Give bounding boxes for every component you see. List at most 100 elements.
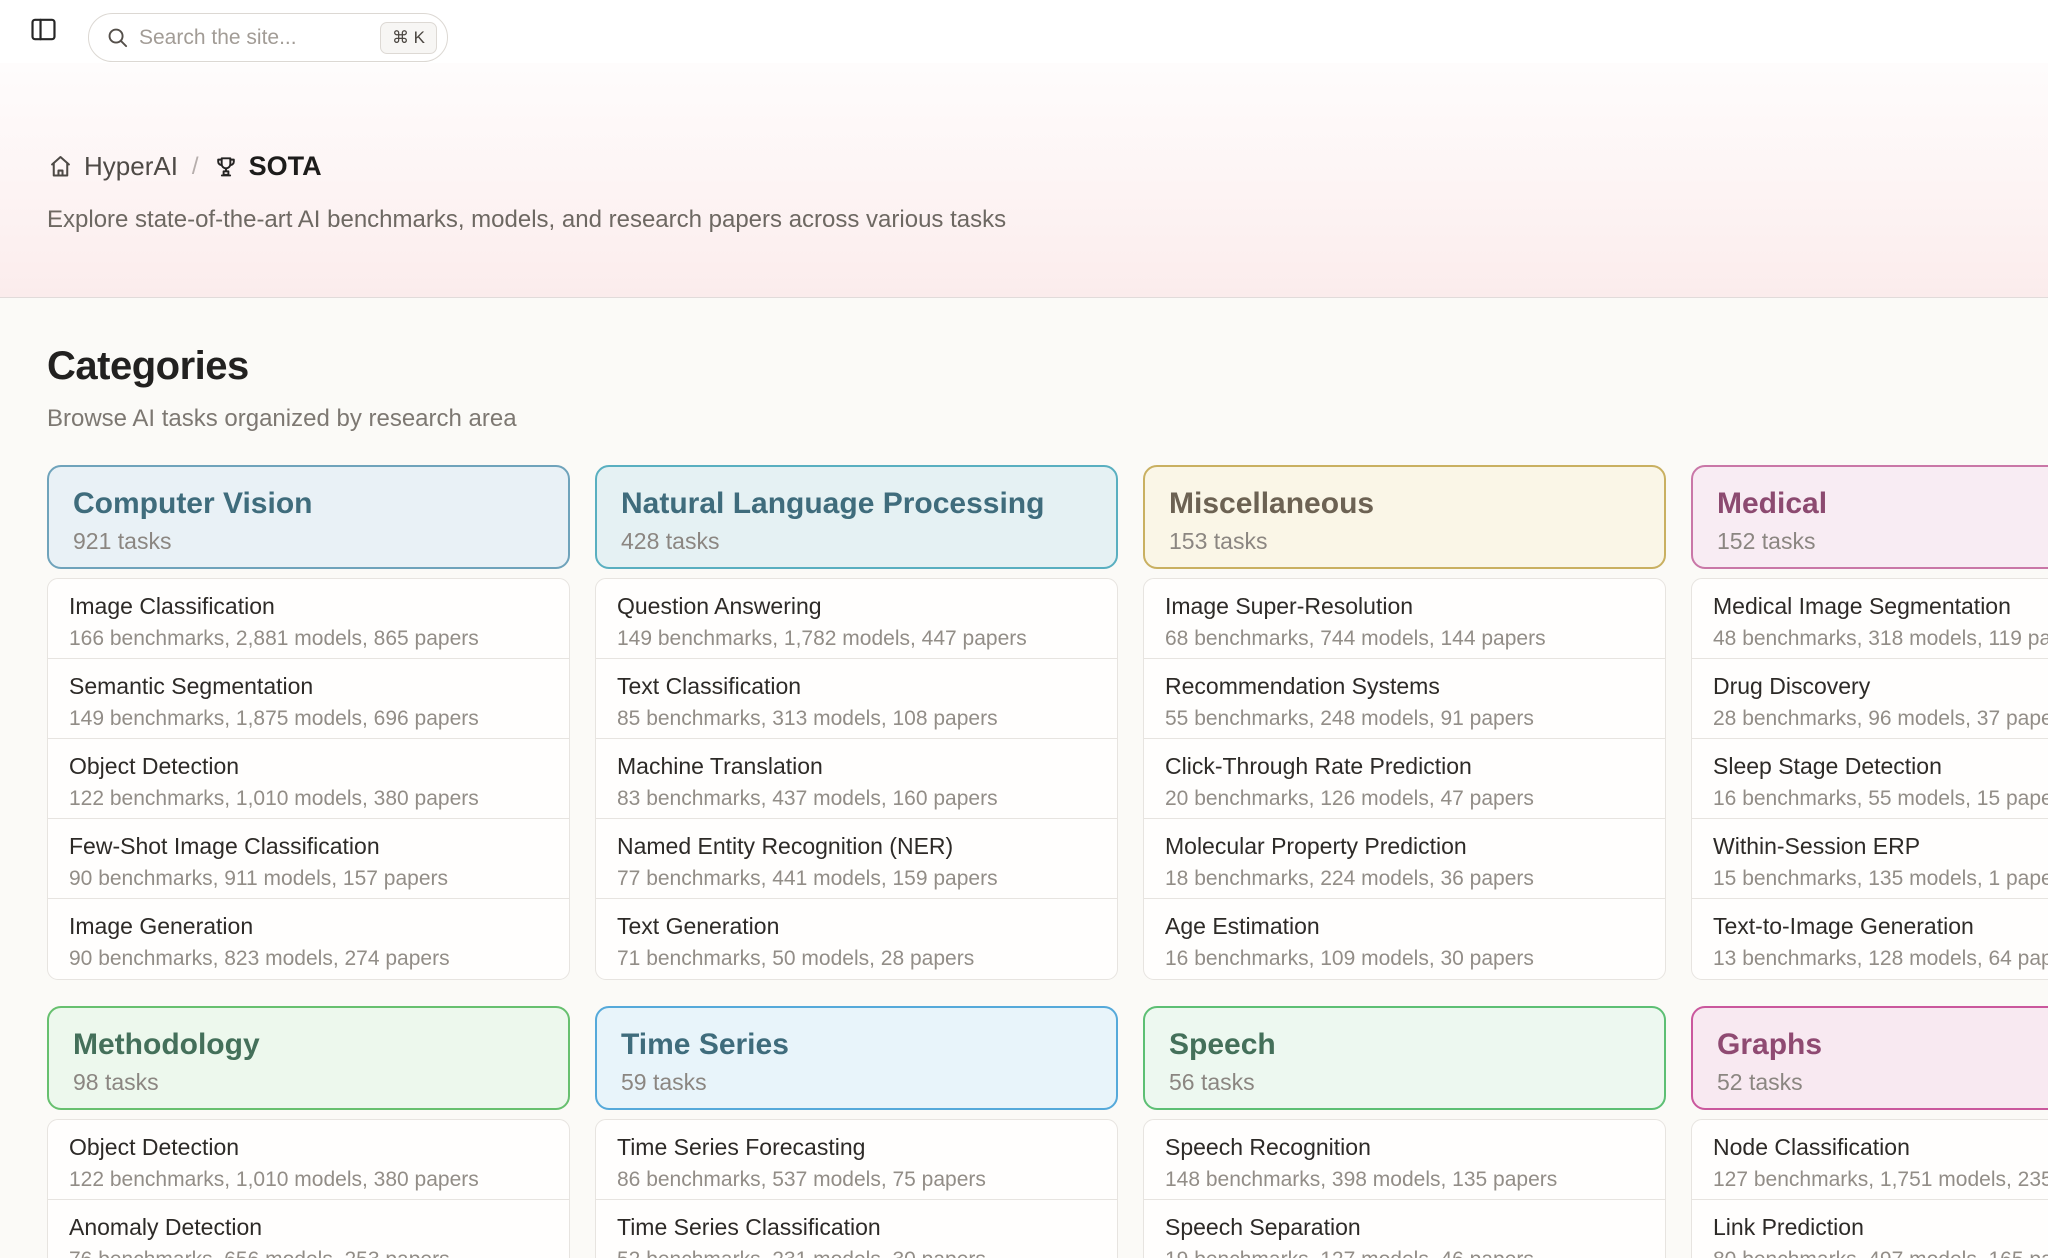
category-task-list: Time Series Forecasting 86 benchmarks, 5… — [595, 1119, 1118, 1258]
task-stats: 71 benchmarks, 50 models, 28 papers — [617, 946, 975, 970]
task-item-text-to-image-generation[interactable]: Text-to-Image Generation 13 benchmarks, … — [1692, 899, 2048, 979]
category-header-methodology[interactable]: Methodology 98 tasks — [47, 1006, 570, 1110]
breadcrumb-current: SOTA — [213, 151, 322, 182]
task-title: Image Super-Resolution — [1165, 593, 1414, 619]
task-item-medical-image-segmentation[interactable]: Medical Image Segmentation 48 benchmarks… — [1692, 579, 2048, 659]
task-item-text-generation[interactable]: Text Generation 71 benchmarks, 50 models… — [596, 899, 1117, 979]
hero-subtitle: Explore state-of-the-art AI benchmarks, … — [47, 206, 1007, 233]
category-title: Time Series — [621, 1028, 789, 1061]
task-item-question-answering[interactable]: Question Answering 149 benchmarks, 1,782… — [596, 579, 1117, 659]
task-title: Text-to-Image Generation — [1713, 913, 1974, 939]
task-item-text-classification[interactable]: Text Classification 85 benchmarks, 313 m… — [596, 659, 1117, 739]
task-stats: 86 benchmarks, 537 models, 75 papers — [617, 1167, 986, 1191]
category-task-count: 428 tasks — [621, 528, 720, 554]
category-header-natural-language-processing[interactable]: Natural Language Processing 428 tasks — [595, 465, 1118, 569]
task-item-few-shot-image-classification[interactable]: Few-Shot Image Classification 90 benchma… — [48, 819, 569, 899]
task-title: Text Generation — [617, 913, 780, 939]
category-title: Medical — [1717, 487, 1828, 520]
task-stats: 15 benchmarks, 135 models, 1 papers — [1713, 866, 2048, 890]
breadcrumb-home-link[interactable]: HyperAI — [47, 151, 178, 182]
category-header-time-series[interactable]: Time Series 59 tasks — [595, 1006, 1118, 1110]
task-item-image-generation[interactable]: Image Generation 90 benchmarks, 823 mode… — [48, 899, 569, 979]
task-item-recommendation-systems[interactable]: Recommendation Systems 55 benchmarks, 24… — [1144, 659, 1665, 739]
search-icon — [106, 26, 129, 49]
task-item-image-super-resolution[interactable]: Image Super-Resolution 68 benchmarks, 74… — [1144, 579, 1665, 659]
task-title: Semantic Segmentation — [69, 673, 314, 699]
task-stats: 149 benchmarks, 1,875 models, 696 papers — [69, 706, 479, 730]
task-item-within-session-erp[interactable]: Within-Session ERP 15 benchmarks, 135 mo… — [1692, 819, 2048, 899]
task-title: Object Detection — [69, 1134, 240, 1160]
category-task-list: Object Detection 122 benchmarks, 1,010 m… — [47, 1119, 570, 1258]
task-title: Image Classification — [69, 593, 275, 619]
task-item-named-entity-recognition-ner[interactable]: Named Entity Recognition (NER) 77 benchm… — [596, 819, 1117, 899]
task-title: Text Classification — [617, 673, 802, 699]
category-task-count: 153 tasks — [1169, 528, 1268, 554]
category-header-medical[interactable]: Medical 152 tasks — [1691, 465, 2048, 569]
task-item-link-prediction[interactable]: Link Prediction 80 benchmarks, 497 model… — [1692, 1200, 2048, 1258]
task-stats: 166 benchmarks, 2,881 models, 865 papers — [69, 626, 479, 650]
task-item-click-through-rate-prediction[interactable]: Click-Through Rate Prediction 20 benchma… — [1144, 739, 1665, 819]
task-stats: 90 benchmarks, 823 models, 274 papers — [69, 946, 450, 970]
task-stats: 77 benchmarks, 441 models, 159 papers — [617, 866, 998, 890]
category-task-count: 52 tasks — [1717, 1069, 1803, 1095]
task-title: Machine Translation — [617, 753, 823, 779]
category-task-count: 921 tasks — [73, 528, 172, 554]
task-item-object-detection[interactable]: Object Detection 122 benchmarks, 1,010 m… — [48, 1120, 569, 1200]
breadcrumb-current-label: SOTA — [248, 151, 322, 181]
site-search[interactable]: ⌘ K — [88, 13, 448, 62]
task-stats: 149 benchmarks, 1,782 models, 447 papers — [617, 626, 1027, 650]
category-task-list: Question Answering 149 benchmarks, 1,782… — [595, 578, 1118, 980]
task-item-node-classification[interactable]: Node Classification 127 benchmarks, 1,75… — [1692, 1120, 2048, 1200]
task-title: Question Answering — [617, 593, 822, 619]
categories-grid: Computer Vision 921 tasks Image Classifi… — [47, 465, 2048, 1258]
task-stats: 90 benchmarks, 911 models, 157 papers — [69, 866, 449, 890]
category-card-graphs: Graphs 52 tasks Node Classification 127 … — [1691, 1006, 2048, 1258]
search-shortcut-badge: ⌘ K — [379, 21, 437, 54]
category-header-speech[interactable]: Speech 56 tasks — [1143, 1006, 1666, 1110]
search-input[interactable] — [129, 25, 380, 50]
category-title: Graphs — [1717, 1028, 1823, 1061]
breadcrumb-separator: / — [191, 152, 199, 180]
category-task-list: Speech Recognition 148 benchmarks, 398 m… — [1143, 1119, 1666, 1258]
panel-left-icon — [28, 14, 59, 48]
category-task-count: 152 tasks — [1717, 528, 1816, 554]
task-stats: 13 benchmarks, 128 models, 64 papers — [1713, 946, 2048, 970]
task-title: Few-Shot Image Classification — [69, 833, 380, 859]
task-item-semantic-segmentation[interactable]: Semantic Segmentation 149 benchmarks, 1,… — [48, 659, 569, 739]
task-title: Node Classification — [1713, 1134, 1910, 1160]
category-header-miscellaneous[interactable]: Miscellaneous 153 tasks — [1143, 465, 1666, 569]
task-item-molecular-property-prediction[interactable]: Molecular Property Prediction 18 benchma… — [1144, 819, 1665, 899]
task-item-time-series-classification[interactable]: Time Series Classification 52 benchmarks… — [596, 1200, 1117, 1258]
task-stats: 127 benchmarks, 1,751 models, 235 papers — [1713, 1167, 2048, 1191]
task-item-sleep-stage-detection[interactable]: Sleep Stage Detection 16 benchmarks, 55 … — [1692, 739, 2048, 819]
task-item-time-series-forecasting[interactable]: Time Series Forecasting 86 benchmarks, 5… — [596, 1120, 1117, 1200]
task-stats: 48 benchmarks, 318 models, 119 papers — [1713, 626, 2048, 650]
task-title: Time Series Classification — [617, 1214, 881, 1240]
task-item-anomaly-detection[interactable]: Anomaly Detection 76 benchmarks, 656 mod… — [48, 1200, 569, 1258]
sidebar-toggle-button[interactable] — [26, 15, 60, 47]
task-item-machine-translation[interactable]: Machine Translation 83 benchmarks, 437 m… — [596, 739, 1117, 819]
task-item-drug-discovery[interactable]: Drug Discovery 28 benchmarks, 96 models,… — [1692, 659, 2048, 739]
task-title: Drug Discovery — [1713, 673, 1871, 699]
category-task-list: Image Classification 166 benchmarks, 2,8… — [47, 578, 570, 980]
task-item-age-estimation[interactable]: Age Estimation 16 benchmarks, 109 models… — [1144, 899, 1665, 979]
task-stats: 122 benchmarks, 1,010 models, 380 papers — [69, 786, 479, 810]
task-title: Object Detection — [69, 753, 240, 779]
task-title: Medical Image Segmentation — [1713, 593, 2011, 619]
category-card-methodology: Methodology 98 tasks Object Detection 12… — [47, 1006, 570, 1258]
category-card-time-series: Time Series 59 tasks Time Series Forecas… — [595, 1006, 1118, 1258]
task-item-speech-separation[interactable]: Speech Separation 19 benchmarks, 127 mod… — [1144, 1200, 1665, 1258]
task-item-object-detection[interactable]: Object Detection 122 benchmarks, 1,010 m… — [48, 739, 569, 819]
task-title: Sleep Stage Detection — [1713, 753, 1942, 779]
task-stats: 148 benchmarks, 398 models, 135 papers — [1165, 1167, 1558, 1191]
task-title: Anomaly Detection — [69, 1214, 263, 1240]
category-title: Natural Language Processing — [621, 487, 1045, 520]
category-header-computer-vision[interactable]: Computer Vision 921 tasks — [47, 465, 570, 569]
task-title: Time Series Forecasting — [617, 1134, 866, 1160]
task-stats: 76 benchmarks, 656 models, 253 papers — [69, 1248, 548, 1258]
task-stats: 55 benchmarks, 248 models, 91 papers — [1165, 706, 1534, 730]
task-item-speech-recognition[interactable]: Speech Recognition 148 benchmarks, 398 m… — [1144, 1120, 1665, 1200]
task-stats: 80 benchmarks, 497 models, 165 papers — [1713, 1248, 2048, 1258]
category-header-graphs[interactable]: Graphs 52 tasks — [1691, 1006, 2048, 1110]
task-item-image-classification[interactable]: Image Classification 166 benchmarks, 2,8… — [48, 579, 569, 659]
